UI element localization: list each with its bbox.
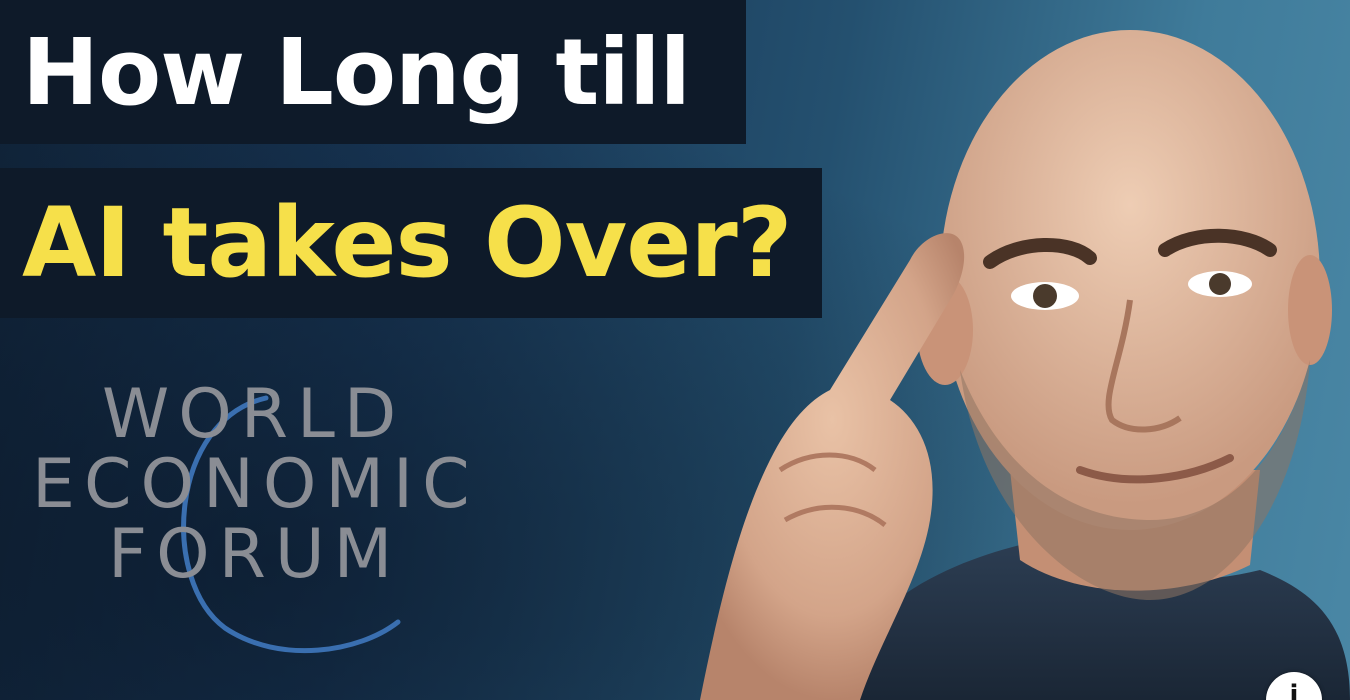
logo-line-world: WORLD <box>102 375 406 454</box>
logo-line-forum: FORUM <box>108 515 402 594</box>
wef-arc-icon <box>181 395 401 654</box>
title-banner-top: How Long till <box>0 0 746 144</box>
title-line-1: How Long till <box>22 18 691 126</box>
title-banner-bottom: AI takes Over? <box>0 168 822 318</box>
world-economic-forum-logo: WORLD ECONOMIC FORUM <box>20 380 520 680</box>
logo-line-economic: ECONOMIC <box>32 445 479 524</box>
title-line-2: AI takes Over? <box>22 187 792 299</box>
info-icon: i <box>1289 680 1299 700</box>
person-photo <box>700 30 1350 700</box>
